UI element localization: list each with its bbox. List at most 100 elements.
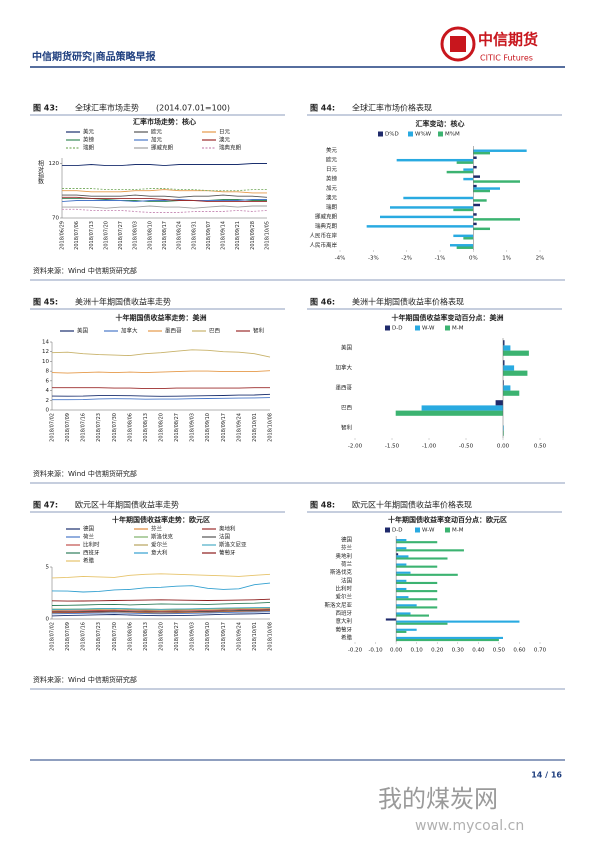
series-line xyxy=(51,609,271,613)
bar xyxy=(396,557,448,560)
y-tick-label: 2 xyxy=(46,398,50,404)
bar xyxy=(473,180,520,183)
legend-label: 法国 xyxy=(219,533,231,541)
bar xyxy=(473,156,477,159)
bar xyxy=(503,430,504,436)
legend-label: 挪威克朗 xyxy=(151,144,174,152)
chart-title: 汇率变动：核心 xyxy=(416,119,465,128)
x-tick-label: 2018/07/30 xyxy=(112,413,118,442)
figure-title: 美洲十年期国债收益率走势 xyxy=(75,297,171,307)
series-line xyxy=(51,349,271,358)
bar xyxy=(366,225,474,228)
x-tick-label: 2018/08/20 xyxy=(159,413,165,442)
x-tick-label: 2018/07/30 xyxy=(112,622,118,651)
x-tick-label: 2018/09/10 xyxy=(205,622,211,651)
figure-label: 图 44: xyxy=(310,104,335,113)
bar xyxy=(396,596,409,599)
x-tick-label: -2.00 xyxy=(348,444,363,450)
series-line xyxy=(61,199,267,203)
source-note: 资料来源：Wind 中信期货研究部 xyxy=(33,675,137,684)
bar xyxy=(396,573,458,576)
bar xyxy=(473,189,490,193)
x-tick-label: 2018/07/09 xyxy=(65,622,71,651)
bar xyxy=(396,622,448,625)
figure-note: (2014.07.01=100) xyxy=(156,104,230,113)
legend-label: 智利 xyxy=(253,327,264,335)
x-tick-label: 1% xyxy=(502,256,511,262)
legend-label: W-W xyxy=(422,326,435,332)
bar xyxy=(390,206,474,209)
bar xyxy=(396,581,438,585)
legend-label: M%M xyxy=(445,132,460,138)
y-tick-label: 0 xyxy=(46,617,50,623)
bar xyxy=(473,187,500,190)
x-tick-label: 0.00 xyxy=(497,444,510,450)
bar xyxy=(396,539,407,542)
figure-label: 图 45: xyxy=(33,298,58,307)
series-line xyxy=(51,601,271,606)
series-line xyxy=(51,598,271,602)
bar xyxy=(473,149,527,152)
bar xyxy=(396,555,409,558)
x-tick-label: 2018/09/28 xyxy=(250,221,256,250)
category-label: 西班牙 xyxy=(335,609,352,617)
category-label: 澳元 xyxy=(326,194,338,202)
bar xyxy=(495,400,503,406)
x-tick-label: 2018/07/02 xyxy=(50,622,56,651)
x-tick-label: -4% xyxy=(335,256,346,262)
x-tick-label: 2018/07/23 xyxy=(96,622,102,651)
series-line xyxy=(62,197,267,203)
bar xyxy=(473,175,480,178)
series-line xyxy=(62,208,268,213)
bar xyxy=(396,628,417,631)
series-line xyxy=(62,205,267,209)
x-tick-label: -3% xyxy=(368,256,379,262)
x-tick-label: 2018/09/24 xyxy=(236,413,242,442)
series-line xyxy=(51,393,271,397)
bar xyxy=(503,360,505,366)
chart-title: 十年期国债收益率变动百分点：欧元区 xyxy=(388,515,507,524)
figure-title: 欧元区十年期国债收益率走势 xyxy=(75,500,179,510)
series-line xyxy=(62,163,267,167)
legend-label: 意大利 xyxy=(151,549,168,557)
x-tick-label: 2018/09/07 xyxy=(206,221,212,250)
x-tick-label: 2018/09/17 xyxy=(221,622,227,651)
chart-title: 汇率市场走势：核心 xyxy=(133,117,196,126)
bar xyxy=(421,405,503,411)
bar xyxy=(396,571,411,574)
page-number: 14 / 16 xyxy=(531,771,562,780)
bar xyxy=(396,563,407,566)
series-line xyxy=(52,387,270,390)
bar xyxy=(473,203,480,207)
category-label: 智利 xyxy=(341,424,352,432)
x-tick-label: 2018/08/24 xyxy=(177,221,183,250)
x-tick-label: 2018/09/24 xyxy=(236,622,242,651)
x-tick-label: 0.10 xyxy=(411,648,424,654)
series-line xyxy=(51,611,271,615)
category-label: 意大利 xyxy=(335,617,352,625)
bar xyxy=(395,410,503,416)
category-label: 巴西 xyxy=(341,405,353,412)
legend-label: D-D xyxy=(392,528,402,534)
x-tick-label: 2018/07/16 xyxy=(81,622,87,651)
x-tick-label: 2018/08/27 xyxy=(174,622,180,651)
logo: 中信期货 CITIC Futures xyxy=(440,26,538,63)
series-line xyxy=(62,194,268,198)
y-tick-label: 0 xyxy=(46,408,50,414)
category-label: 美元 xyxy=(326,146,338,154)
category-label: 希腊 xyxy=(341,633,353,641)
bar xyxy=(396,158,474,162)
x-tick-label: 2% xyxy=(536,256,545,262)
x-tick-label: 0.20 xyxy=(431,648,444,654)
series-line xyxy=(51,612,271,617)
bar xyxy=(503,390,520,396)
bar xyxy=(503,385,511,391)
legend-label: 比利时 xyxy=(83,541,100,549)
legend-swatch xyxy=(445,325,450,331)
x-tick-label: 0.50 xyxy=(534,444,547,450)
category-label: 挪威克朗 xyxy=(315,212,338,220)
bar xyxy=(396,598,438,601)
legend-swatch xyxy=(385,325,390,331)
x-tick-label: -1% xyxy=(435,256,446,262)
series-line xyxy=(51,582,271,593)
